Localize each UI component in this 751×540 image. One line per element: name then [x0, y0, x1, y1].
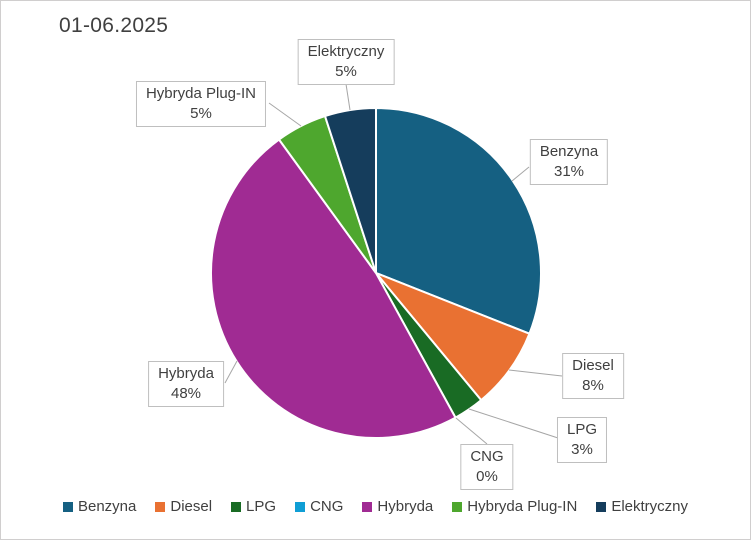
leader-line-hybryda [224, 360, 238, 384]
data-label-cng: CNG 0% [460, 444, 514, 490]
legend-label: Benzyna [77, 498, 137, 515]
data-label-value: 5% [190, 105, 212, 122]
legend-label: LPG [246, 498, 277, 515]
legend-item-lpg: LPG [231, 498, 276, 515]
pie-slice-elektryczny [323, 106, 377, 274]
legend-swatch-cng [295, 501, 306, 512]
leader-line-hybryda-plug-in [268, 102, 302, 127]
legend-item-hybryda: Hybryda [362, 498, 433, 515]
legend-swatch-diesel [155, 501, 166, 512]
leader-line-diesel [508, 369, 563, 377]
leader-line-lpg [468, 408, 559, 439]
data-label-value: 3% [571, 441, 593, 458]
leader-line-elektryczny [345, 83, 351, 111]
legend-label: Hybryda [377, 498, 434, 515]
data-label-name: Hybryda Plug-IN [145, 85, 257, 102]
data-label-value: 5% [335, 63, 357, 80]
data-label-hybryda: Hybryda 48% [148, 361, 224, 407]
chart-title: 01-06.2025 [59, 14, 169, 37]
data-label-name: CNG [470, 448, 504, 465]
legend-swatch-benzyna [62, 501, 73, 512]
legend-swatch-hybryda [362, 501, 373, 512]
legend-swatch-hybryda-plug-in [452, 501, 463, 512]
legend-item-cng: CNG [295, 498, 343, 515]
legend-item-elektryczny: Elektryczny [596, 498, 688, 515]
legend-label: CNG [310, 498, 344, 515]
legend-label: Diesel [170, 498, 213, 515]
leader-line-cng [455, 417, 488, 445]
data-label-hybryda-plug-in: Hybryda Plug-IN 5% [135, 81, 267, 127]
data-label-value: 0% [476, 468, 498, 485]
legend-item-hybryda-plug-in: Hybryda Plug-IN [452, 498, 577, 515]
data-label-name: Benzyna [539, 143, 599, 160]
legend-item-diesel: Diesel [155, 498, 212, 515]
legend-swatch-lpg [231, 501, 242, 512]
legend-label: Elektryczny [611, 498, 688, 515]
leader-line-benzyna [511, 166, 530, 182]
data-label-value: 8% [582, 377, 604, 394]
data-label-value: 31% [553, 163, 585, 180]
chart-legend: Benzyna Diesel LPG CNG Hybryda Hybryda P… [1, 498, 750, 515]
legend-label: Hybryda Plug-IN [467, 498, 578, 515]
data-label-name: Diesel [572, 357, 614, 374]
data-label-elektryczny: Elektryczny 5% [297, 39, 395, 85]
data-label-name: LPG [566, 421, 598, 438]
data-label-name: Hybryda [158, 365, 214, 382]
legend-swatch-elektryczny [596, 501, 607, 512]
legend-item-benzyna: Benzyna [62, 498, 137, 515]
data-label-lpg: LPG 3% [556, 417, 608, 463]
leader-lines [224, 83, 563, 445]
data-label-value: 48% [170, 385, 202, 402]
data-label-benzyna: Benzyna 31% [529, 139, 609, 185]
data-label-diesel: Diesel 8% [562, 353, 624, 399]
pie-slices [210, 106, 542, 439]
data-label-name: Elektryczny [307, 43, 385, 60]
